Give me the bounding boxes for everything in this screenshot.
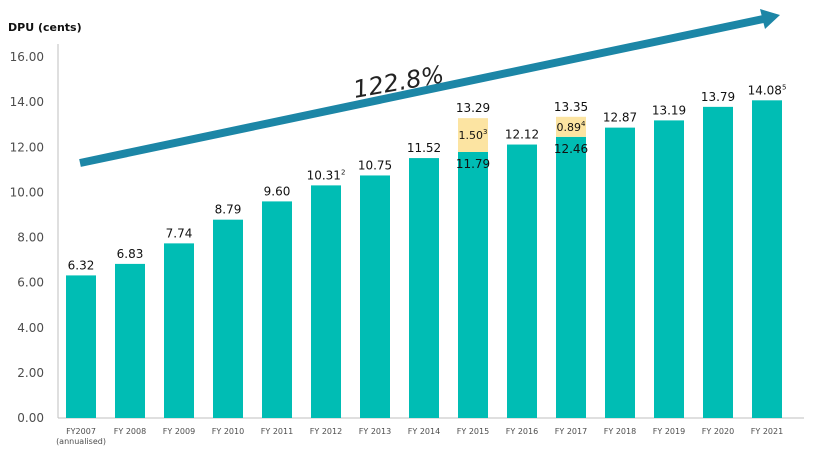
x-tick-label: FY 2018 [604,427,636,436]
bar-9 [458,151,488,418]
value-label: 7.74 [166,226,193,240]
x-tick-label: FY 2008 [114,427,146,436]
bar-3 [164,243,194,418]
top-segment-label: 0.894 [557,120,587,134]
value-label: 9.60 [264,184,291,198]
value-label: 10.75 [358,158,392,172]
bar-11 [556,136,586,418]
x-tick-label: FY 2009 [163,427,195,436]
bar-8 [409,158,439,418]
value-label: 6.83 [117,247,144,261]
value-label: 12.87 [603,111,637,125]
bar-top-segment-9 [458,118,488,152]
value-label: 13.79 [701,90,735,104]
y-tick-label: 4.00 [17,321,44,335]
y-tick-label: 16.00 [10,50,44,64]
x-tick-label: FY 2021 [751,427,783,436]
bar-6 [311,185,341,418]
x-tick-sublabel: (annualised) [56,437,106,446]
x-tick-label: FY 2010 [212,427,244,436]
y-tick-label: 0.00 [17,411,44,425]
y-tick-label: 14.00 [10,95,44,109]
x-tick-label: FY2007 [66,427,96,436]
value-label: 13.35 [554,100,588,114]
bar-12 [605,127,635,418]
y-tick-label: 2.00 [17,366,44,380]
x-tick-label: FY 2015 [457,427,489,436]
x-tick-label: FY 2012 [310,427,342,436]
bar-5 [262,201,292,418]
x-tick-label: FY 2020 [702,427,734,436]
value-label: 13.19 [652,103,686,117]
bar-7 [360,175,390,418]
value-label: 14.085 [748,83,787,97]
inner-value-label: 12.46 [554,142,588,156]
value-label: 11.52 [407,141,441,155]
bar-2 [115,263,145,418]
value-label: 12.12 [505,128,539,142]
x-tick-label: FY 2013 [359,427,391,436]
growth-arrow [79,14,769,167]
growth-arrow-head [760,9,780,29]
bar-top-segment-11 [556,116,586,137]
x-tick-label: FY 2019 [653,427,685,436]
y-tick-label: 10.00 [10,185,44,199]
x-tick-label: FY 2016 [506,427,538,436]
x-tick-label: FY 2014 [408,427,440,436]
bar-1 [66,275,96,418]
top-segment-label: 1.503 [459,128,488,142]
value-label: 13.29 [456,101,490,115]
x-tick-label: FY 2017 [555,427,587,436]
y-tick-label: 6.00 [17,276,44,290]
bar-13 [654,120,684,418]
inner-value-label: 11.79 [456,157,490,171]
y-tick-label: 12.00 [10,140,44,154]
x-tick-label: FY 2011 [261,427,293,436]
y-axis-title: DPU (cents) [8,21,82,34]
value-label: 8.79 [215,203,242,217]
bar-15 [752,100,782,418]
bar-14 [703,106,733,418]
bar-4 [213,219,243,418]
value-label: 10.312 [307,168,346,182]
y-tick-label: 8.00 [17,231,44,245]
bar-10 [507,144,537,419]
value-label: 6.32 [68,258,95,272]
